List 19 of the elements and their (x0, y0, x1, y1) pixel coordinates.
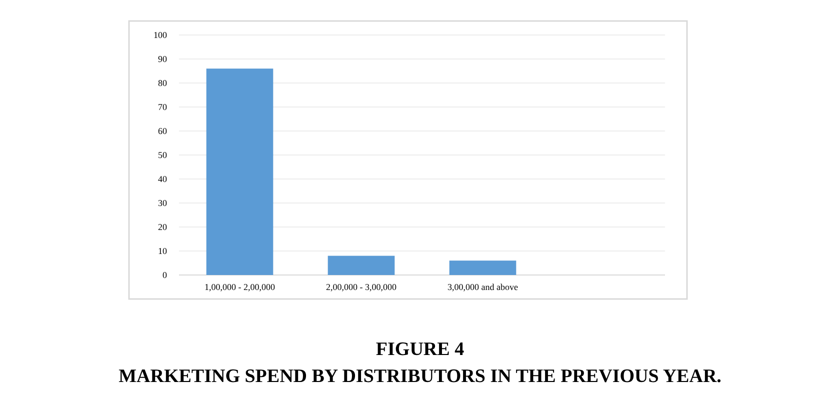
x-tick-label: 3,00,000 and above (448, 282, 518, 292)
y-tick-label: 20 (158, 222, 168, 232)
text: MARKETING SPEND BY DISTRIBUTORS IN THE PREVIOUS YEAR. (118, 366, 722, 387)
x-tick-label: 1,00,000 - 2,00,000 (204, 282, 276, 292)
y-tick-label: 10 (158, 246, 168, 256)
y-tick-label: 90 (158, 54, 168, 64)
y-tick-label: 40 (158, 174, 168, 184)
bar (206, 68, 274, 275)
bar (328, 256, 395, 275)
y-tick-label: 30 (158, 198, 168, 208)
y-tick-label: 60 (158, 126, 168, 136)
x-tick-label: 2,00,000 - 3,00,000 (326, 282, 397, 292)
y-tick-label: 70 (158, 102, 168, 112)
y-tick-label: 50 (158, 150, 168, 160)
y-tick-label: 80 (158, 78, 168, 88)
y-tick-label: 0 (162, 270, 168, 280)
text: FIGURE 4 (376, 339, 465, 360)
bar (449, 260, 516, 275)
y-tick-label: 100 (154, 30, 168, 40)
